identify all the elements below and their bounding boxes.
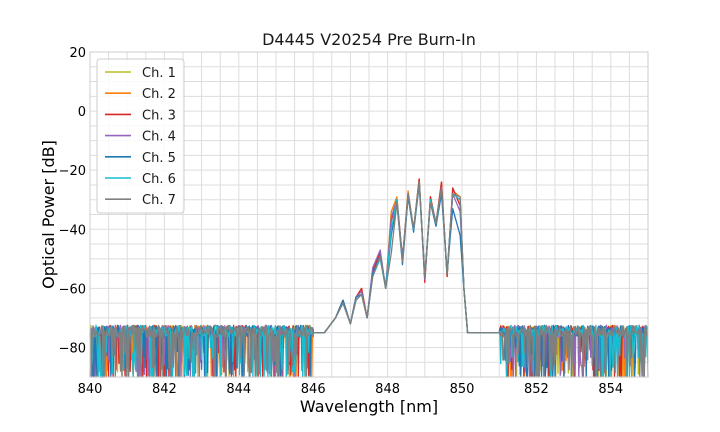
plot-area-frame [89, 51, 649, 378]
x-tick-label: 840 [78, 382, 103, 397]
y-tick-label: −40 [59, 223, 86, 238]
x-tick-label: 850 [450, 382, 475, 397]
legend-entry: Ch. 1 [142, 66, 176, 81]
chart-title: D4445 V20254 Pre Burn-In [262, 30, 476, 49]
x-tick-label: 852 [524, 382, 549, 397]
series-line-7 [89, 181, 649, 378]
x-tick-label: 844 [226, 382, 251, 397]
legend-box [96, 58, 185, 214]
x-tick-label: 842 [152, 382, 177, 397]
x-tick-label: 854 [598, 382, 623, 397]
legend-entry: Ch. 7 [142, 193, 176, 208]
y-tick-label: 0 [78, 105, 86, 120]
legend-entry: Ch. 4 [142, 130, 176, 145]
legend-entry: Ch. 3 [142, 108, 176, 123]
x-axis-label: Wavelength [nm] [300, 397, 438, 416]
series-lines [89, 178, 649, 378]
y-axis-label: Optical Power [dB] [39, 140, 58, 289]
x-tick-label: 846 [301, 382, 326, 397]
tick-labels: 840 842 844 846 848 850 852 854 20 0 −20 −40 −60 −80 [59, 46, 624, 397]
x-tick-label: 848 [375, 382, 400, 397]
y-tick-label: −20 [59, 164, 86, 179]
legend-entry: Ch. 5 [142, 151, 176, 166]
y-tick-label: −80 [59, 341, 86, 356]
legend-entry: Ch. 6 [142, 172, 176, 187]
legend: Ch. 1 Ch. 2 Ch. 3 Ch. 4 Ch. 5 Ch. 6 Ch. 7 [96, 58, 185, 214]
y-tick-label: 20 [69, 46, 86, 61]
y-tick-label: −60 [59, 282, 86, 297]
legend-entry: Ch. 2 [142, 87, 176, 102]
